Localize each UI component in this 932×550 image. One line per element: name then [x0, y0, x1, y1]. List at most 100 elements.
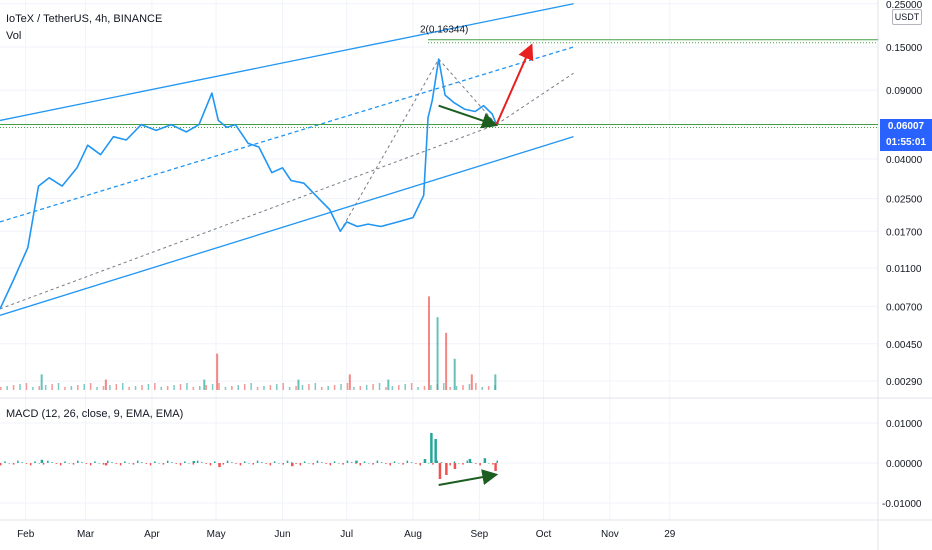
volume-bar [77, 385, 79, 390]
pattern-line [339, 58, 440, 232]
volume-bar [179, 384, 182, 390]
macd-bar [338, 463, 340, 464]
macd-bar [325, 463, 327, 464]
macd-bar [243, 461, 246, 463]
macd-bar [107, 460, 109, 463]
volume-bar [308, 384, 310, 390]
macd-bar-major [434, 439, 437, 463]
price-tick-label: 0.00450 [886, 340, 923, 351]
macd-bar [278, 463, 280, 464]
volume-bar [276, 384, 278, 390]
macd-bar [402, 463, 404, 465]
macd-bar [355, 463, 357, 464]
macd-bar [428, 463, 430, 464]
macd-bar [303, 461, 306, 463]
price-tick-label: 0.00290 [886, 377, 923, 388]
macd-bar [475, 463, 477, 464]
macd-bar [136, 460, 139, 463]
volume-bar [224, 387, 227, 390]
volume-bars [0, 296, 497, 390]
volume-bar [295, 386, 297, 390]
volume-spike [428, 296, 430, 390]
macd-bar [256, 460, 259, 463]
volume-bar [57, 383, 60, 390]
volume-bar [19, 384, 21, 390]
volume-spike [203, 379, 206, 390]
macd-bar [393, 461, 396, 463]
macd-bar [184, 461, 186, 463]
macd-bar [4, 461, 6, 463]
macd-bar [59, 463, 62, 466]
macd-bar [34, 461, 36, 463]
macd-bar [368, 463, 370, 464]
macd-bar [462, 463, 464, 465]
volume-bar [391, 386, 394, 390]
macd-tick-label: 0.00000 [886, 459, 923, 470]
macd-bar-major [291, 463, 294, 467]
macd-tick-label: -0.01000 [882, 499, 922, 510]
macd-bar [295, 463, 297, 464]
macd-bar [162, 463, 165, 465]
macd-bar [132, 463, 135, 465]
macd-bar [282, 463, 284, 465]
macd-bar [111, 462, 113, 463]
macd-bar [350, 462, 353, 463]
volume-bar [410, 383, 413, 390]
price-tick-label: 0.25000 [886, 0, 923, 11]
grid-lines [0, 0, 878, 520]
price-tick-label: 0.01100 [886, 264, 922, 275]
macd-bar [316, 460, 319, 463]
price-divergence-arrow [438, 104, 499, 129]
volume-bar [321, 387, 323, 390]
macd-bar [226, 460, 229, 463]
volume-bar [385, 387, 387, 390]
volume-bar [250, 383, 252, 390]
macd-bar-major [438, 463, 442, 479]
macd-bar [8, 463, 11, 464]
macd-bar-major [423, 459, 427, 463]
macd-bar [453, 461, 456, 463]
volume-bar [199, 386, 201, 390]
volume-bar [327, 386, 329, 390]
macd-bar [64, 461, 66, 463]
volume-bar [449, 387, 451, 390]
macd-bar [55, 463, 58, 464]
volume-spike [445, 332, 448, 390]
macd-bar [372, 463, 374, 465]
volume-bar [173, 385, 175, 390]
macd-bar [89, 463, 92, 466]
time-tick-label: Aug [404, 529, 422, 540]
macd-bar [205, 463, 207, 464]
macd-bar [376, 460, 379, 463]
volume-bar [475, 383, 477, 390]
volume-bar [333, 385, 336, 390]
macd-bar-major [192, 461, 196, 463]
time-tick-label: Jul [340, 529, 353, 540]
macd-bar [470, 462, 473, 463]
macd-bar-major [40, 459, 44, 463]
currency-unit-badge[interactable]: USDT [892, 9, 922, 25]
macd-bar [342, 463, 344, 465]
volume-bar [192, 387, 195, 390]
volume-bar [487, 386, 490, 390]
volume-bar [237, 385, 240, 390]
volume-bar [0, 387, 2, 390]
volume-spike [297, 379, 300, 390]
volume-bar [211, 384, 214, 390]
volume-bar [243, 384, 246, 390]
macd-bar [77, 460, 79, 463]
macd-bar [149, 463, 152, 466]
last-price-value: 0.06007 [887, 121, 925, 132]
macd-bar-major [218, 463, 221, 467]
volume-bar [44, 385, 47, 390]
macd-bar [209, 463, 212, 466]
bar-countdown: 01:55:01 [885, 137, 927, 148]
macd-bar [166, 460, 169, 463]
volume-bar [147, 384, 150, 390]
macd-bar-major [104, 463, 108, 466]
time-tick-label: Oct [536, 529, 552, 540]
macd-bar [261, 462, 263, 463]
volume-bar [160, 387, 162, 390]
macd-bar [231, 462, 233, 463]
